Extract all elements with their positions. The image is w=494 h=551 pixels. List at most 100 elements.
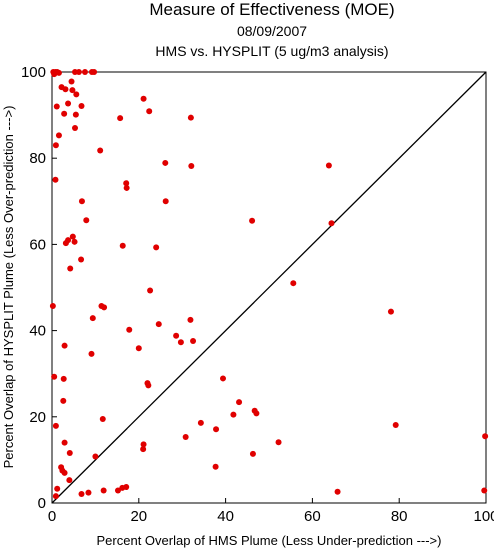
data-point <box>187 316 194 323</box>
data-point <box>253 410 260 417</box>
data-point <box>114 487 121 494</box>
data-point <box>65 100 72 107</box>
data-point <box>119 242 126 249</box>
data-point <box>99 415 106 422</box>
data-point <box>290 280 297 287</box>
y-tick-label: 40 <box>29 323 46 340</box>
data-point <box>66 477 73 484</box>
data-point <box>325 162 332 169</box>
x-tick-label: 40 <box>217 508 234 525</box>
data-point <box>135 345 142 352</box>
data-point <box>66 450 73 457</box>
data-point <box>162 159 169 166</box>
data-point <box>52 422 59 429</box>
data-point <box>140 441 147 448</box>
data-point <box>51 71 58 78</box>
data-point <box>219 375 226 382</box>
data-point <box>187 114 194 121</box>
data-point <box>88 350 95 357</box>
data-point <box>52 176 59 183</box>
y-tick-label: 80 <box>29 150 46 167</box>
x-tick-label: 0 <box>48 508 56 525</box>
data-point <box>78 198 85 205</box>
data-point <box>101 304 108 311</box>
chart-title: Measure of Effectiveness (MOE) <box>149 0 394 19</box>
data-point <box>67 265 74 272</box>
y-tick-label: 100 <box>21 64 46 81</box>
data-point <box>81 69 88 75</box>
data-point <box>61 469 68 476</box>
x-tick-label: 80 <box>391 508 408 525</box>
data-point <box>60 397 67 404</box>
data-point <box>190 337 197 344</box>
data-point <box>188 162 195 169</box>
data-point <box>71 238 78 245</box>
data-point <box>146 108 153 115</box>
data-point <box>126 326 133 333</box>
data-point <box>213 426 220 433</box>
data-point <box>145 382 152 389</box>
diagonal-reference-line <box>51 71 487 504</box>
data-point <box>173 332 180 339</box>
data-point <box>92 453 99 460</box>
data-point <box>62 86 69 93</box>
data-point <box>123 484 130 491</box>
data-point <box>162 198 169 205</box>
data-point <box>249 450 256 457</box>
y-tick-label: 0 <box>38 495 46 512</box>
data-point <box>153 244 160 251</box>
data-point <box>61 110 68 117</box>
data-point <box>230 411 237 418</box>
data-point <box>123 180 130 187</box>
data-point <box>78 490 85 497</box>
data-point <box>328 220 335 227</box>
plot-frame <box>51 71 487 504</box>
data-point <box>73 91 80 98</box>
x-axis-label: Percent Overlap of HMS Plume (Less Under… <box>97 533 442 548</box>
chart-subtitle: HMS vs. HYSPLIT (5 ug/m3 analysis) <box>155 43 388 59</box>
data-point <box>123 184 130 191</box>
data-point <box>52 493 59 500</box>
data-point <box>197 419 204 426</box>
data-point <box>61 342 68 349</box>
data-point <box>212 463 219 470</box>
data-point <box>75 69 82 75</box>
data-point <box>78 103 85 110</box>
data-point <box>392 421 399 428</box>
data-point <box>482 433 489 440</box>
y-tick-label: 20 <box>29 409 46 426</box>
data-point <box>55 132 62 139</box>
data-point <box>155 321 162 328</box>
data-point <box>387 308 394 315</box>
data-point <box>97 147 104 154</box>
data-point <box>117 115 124 122</box>
chart-date: 08/09/2007 <box>237 23 307 39</box>
data-point <box>61 439 68 446</box>
data-point <box>236 399 243 406</box>
x-axis-ticks: 0 20 40 60 80 100 <box>48 498 494 525</box>
y-axis-label: Percent Overlap of HYSPLIT Plume (Less O… <box>1 106 16 469</box>
data-point <box>53 103 60 110</box>
data-point <box>140 446 147 453</box>
data-point <box>52 142 59 149</box>
data-point <box>49 303 56 310</box>
data-point <box>147 287 154 294</box>
data-point <box>54 485 61 492</box>
data-point <box>65 237 72 244</box>
data-point <box>249 217 256 224</box>
y-tick-label: 60 <box>29 236 46 253</box>
data-point <box>72 111 79 118</box>
data-point <box>481 487 488 494</box>
data-point <box>140 95 147 102</box>
data-point <box>91 69 98 75</box>
data-point <box>69 87 76 94</box>
data-point <box>78 256 85 263</box>
data-point <box>100 487 107 494</box>
data-point <box>182 434 189 441</box>
data-point <box>51 373 58 380</box>
x-tick-label: 60 <box>304 508 321 525</box>
data-point <box>89 315 96 322</box>
data-point <box>83 217 90 224</box>
y-axis-ticks: 0 20 40 60 80 100 <box>21 64 57 512</box>
